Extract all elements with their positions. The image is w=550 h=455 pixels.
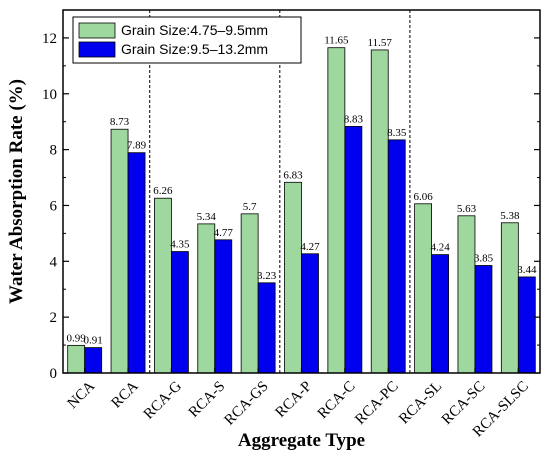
data-label-rca-p-series-2: 4.27 [300,241,320,253]
x-tick-label-rca-p: RCA-P [273,378,316,421]
bar-rca-g-series-1 [154,197,172,374]
data-label-rca-series-2: 7.89 [127,140,147,152]
bar-rca-sl-series-1 [414,203,432,374]
x-tick-label-rca-pc: RCA-PC [352,378,402,428]
y-tick-label: 12 [42,31,57,47]
legend-label-1: Grain Size:4.75–9.5mm [121,22,268,38]
bar-rca-gs-series-2 [257,282,276,374]
x-tick-label-rca-gs: RCA-GS [222,378,272,428]
data-label-rca-sc-series-1: 5.63 [457,203,477,215]
bar-rca-series-2 [127,152,146,374]
data-label-rca-c-series-2: 8.83 [344,113,364,125]
y-tick-label: 10 [42,87,57,103]
data-label-rca-series-1: 8.73 [110,116,130,128]
legend-swatch-1 [78,22,116,39]
bar-rca-s-series-2 [214,239,233,374]
y-tick-label: 4 [50,254,58,270]
data-label-rca-s-series-1: 5.34 [197,211,217,223]
data-label-nca-series-1: 0.99 [67,332,87,344]
bar-rca-c-series-1 [327,47,346,374]
data-label-rca-sl-series-1: 6.06 [413,191,433,203]
bar-rca-gs-series-1 [240,213,259,374]
data-label-rca-pc-series-1: 11.57 [368,37,393,49]
data-label-nca-series-2: 0.91 [84,335,103,347]
bar-rca-sc-series-2 [474,265,493,374]
data-label-rca-pc-series-2: 8.35 [387,127,407,139]
y-axis-title: Water Absorption Rate (%) [6,79,27,304]
x-axis-title: Aggregate Type [238,430,365,451]
bar-rca-g-series-2 [171,251,189,374]
x-tick-label-rca-c: RCA-C [315,378,359,422]
x-tick-label-rca-g: RCA-G [141,378,185,422]
bar-rca-p-series-1 [284,181,302,374]
y-tick-label: 8 [50,143,58,159]
legend-label-2: Grain Size:9.5–13.2mm [121,41,268,57]
data-label-rca-c-series-1: 11.65 [324,35,349,47]
bar-rca-s-series-1 [197,223,216,374]
data-label-rca-g-series-2: 4.35 [170,239,190,251]
data-label-rca-p-series-1: 6.83 [283,169,303,181]
x-tick-label-rca-sl: RCA-SL [396,378,445,427]
data-label-rca-sl-series-2: 4.24 [430,242,450,254]
legend-swatch-2 [78,41,116,58]
bar-nca-series-1 [67,344,86,374]
bar-rca-p-series-2 [301,253,319,374]
x-tick-label-rca-s: RCA-S [186,378,229,421]
y-tick-label: 0 [50,366,58,382]
y-axis: 0 2 4 6 8 10 12 [42,31,540,382]
x-tick-label-rca: RCA [109,378,142,411]
y-tick-label: 6 [50,198,58,214]
data-label-rca-s-series-2: 4.77 [214,227,234,239]
group-separators [149,10,411,373]
bar-nca-series-2 [84,347,103,374]
bar-rca-c-series-2 [344,126,363,374]
bar-rca-sl-series-2 [431,254,449,374]
bar-rca-series-1 [110,128,129,374]
data-label-rca-sc-series-2: 3.85 [474,252,494,264]
bar-group [67,47,536,374]
data-label-rca-slsc-series-1: 5.38 [500,210,520,222]
bar-rca-sc-series-1 [457,215,476,374]
data-label-rca-g-series-1: 6.26 [153,185,173,197]
data-labels: 0.990.91 8.73 7.89 6.26 4.35 5.34 4.77 5.7 3.23 6… [67,35,537,347]
bar-rca-slsc-series-2 [517,276,536,374]
bar-rca-pc-series-2 [387,139,406,374]
y-tick-label: 2 [50,310,58,326]
bar-rca-slsc-series-1 [500,222,519,374]
legend: Grain Size:4.75–9.5mm Grain Size:9.5–13.2… [72,16,302,64]
x-tick-label-nca: NCA [65,378,99,412]
bar-rca-pc-series-1 [370,49,389,374]
data-label-rca-slsc-series-2: 3.44 [517,264,537,276]
data-label-rca-gs-series-2: 3.23 [257,270,277,282]
data-label-rca-gs-series-1: 5.7 [243,201,257,213]
